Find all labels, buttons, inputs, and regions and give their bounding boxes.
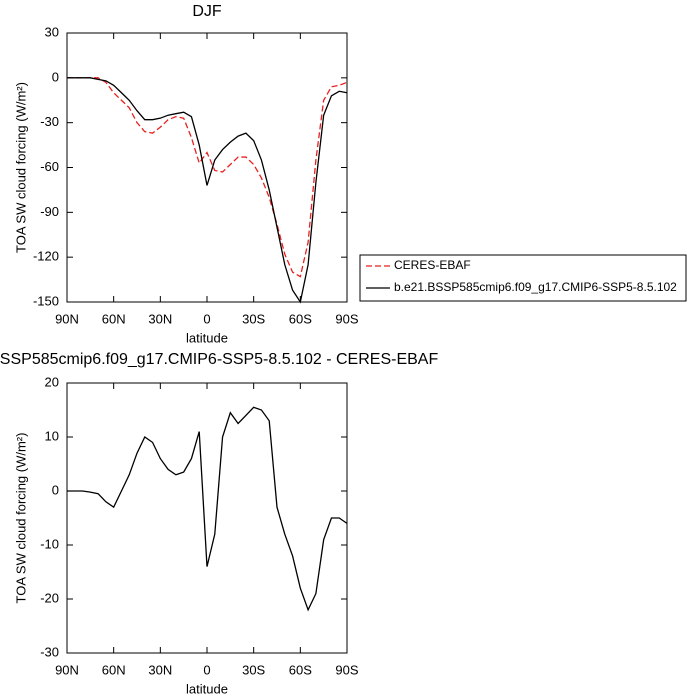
x-tick-label: 0 bbox=[203, 311, 210, 326]
y-tick-label: -30 bbox=[40, 644, 59, 659]
x-tick-label: 60S bbox=[289, 662, 312, 677]
x-tick-label: 0 bbox=[203, 662, 210, 677]
x-tick-label: 90S bbox=[335, 662, 358, 677]
y-axis-label: TOA SW cloud forcing (W/m²) bbox=[13, 433, 28, 604]
x-tick-label: 30S bbox=[242, 311, 265, 326]
y-tick-label: -30 bbox=[40, 114, 59, 129]
y-tick-label: 0 bbox=[52, 482, 59, 497]
x-tick-label: 90N bbox=[55, 311, 79, 326]
x-tick-label: 30S bbox=[242, 662, 265, 677]
legend-label: CERES-EBAF bbox=[394, 258, 471, 272]
x-tick-label: 90N bbox=[55, 662, 79, 677]
legend-label: b.e21.BSSP585cmip6.f09_g17.CMIP6-SSP5-8.… bbox=[394, 280, 677, 294]
x-tick-label: 30N bbox=[148, 662, 172, 677]
x-tick-label: 60S bbox=[289, 311, 312, 326]
legend-frame bbox=[359, 254, 687, 302]
plot-frame bbox=[66, 32, 348, 303]
data-line bbox=[67, 77, 348, 304]
x-tick-label: 60N bbox=[102, 311, 126, 326]
x-axis-label: latitude bbox=[186, 681, 228, 696]
y-tick-label: 10 bbox=[45, 428, 59, 443]
y-tick-label: -10 bbox=[40, 536, 59, 551]
y-tick-label: 20 bbox=[45, 374, 59, 389]
x-tick-label: 90S bbox=[335, 311, 358, 326]
y-tick-label: 0 bbox=[52, 69, 59, 84]
x-axis-label: latitude bbox=[186, 330, 228, 345]
data-line bbox=[67, 77, 348, 278]
y-tick-label: -90 bbox=[40, 204, 59, 219]
chart-title: 1.BSSP585cmip6.f09_g17.CMIP6-SSP5-8.5.10… bbox=[0, 351, 438, 368]
y-tick-label: -120 bbox=[33, 249, 59, 264]
y-tick-label: -20 bbox=[40, 590, 59, 605]
data-line bbox=[67, 406, 348, 612]
chart-title: DJF bbox=[192, 3, 222, 20]
y-tick-label: -150 bbox=[33, 293, 59, 308]
x-tick-label: 30N bbox=[148, 311, 172, 326]
y-axis-label: TOA SW cloud forcing (W/m²) bbox=[13, 82, 28, 253]
plot-frame bbox=[66, 382, 348, 654]
y-tick-label: -60 bbox=[40, 159, 59, 174]
y-tick-label: 30 bbox=[45, 24, 59, 39]
x-tick-label: 60N bbox=[102, 662, 126, 677]
